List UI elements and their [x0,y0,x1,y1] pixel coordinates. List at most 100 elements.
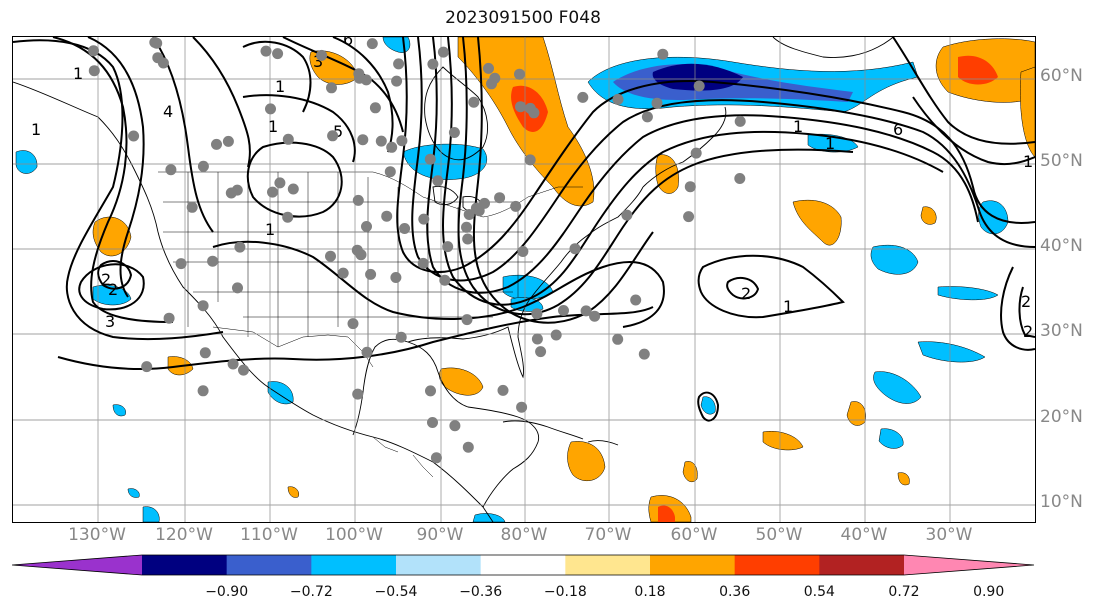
station-dot [287,183,299,195]
station-dot [486,78,497,90]
contour-label: 2 [1023,322,1033,341]
station-dot [514,68,525,80]
station-dot [141,361,153,373]
contour-label: 6 [343,37,353,49]
negative-anomaly-colombia [472,513,506,522]
station-dot [462,233,474,245]
greenland [772,37,894,58]
station-dot [175,258,187,270]
contours [13,37,1035,422]
station-dot [494,192,506,204]
station-dot [282,211,294,223]
negative-anomaly-atlantic-6 [878,428,904,449]
negative-anomaly-pacific-2 [15,150,38,174]
contour-ridge-west-2 [192,37,251,168]
contour-label: 6 [893,120,903,139]
station-dot [683,211,695,223]
station-dot [227,358,239,370]
us-mexico-border [212,326,374,368]
colorbar-tick-label: 0.54 [803,584,835,600]
positive-anomaly-gulf [439,367,484,396]
colorbar-segment [396,555,482,575]
contour-east-atlantic-2 [1018,286,1035,338]
station-dot [425,385,436,397]
contour-label: 1 [268,117,278,136]
station-dot [550,329,562,341]
station-dot [612,333,624,345]
station-dot [361,346,373,358]
latitude-label: 60°N [1040,66,1083,86]
station-dot [325,250,336,262]
latitude-label: 50°N [1040,151,1083,171]
station-dot [651,97,663,109]
longitude-label: 120°W [155,525,213,545]
station-dot [151,37,163,49]
station-dot [316,49,328,61]
station-dot [352,194,364,206]
positive-anomaly-atlantic-2 [846,401,866,426]
colorbar-tick-label: 0.72 [888,584,920,600]
station-dot [391,75,403,87]
longitude-label: 70°W [584,525,632,545]
station-dot [366,38,378,50]
station-dot [439,274,451,286]
station-dot [352,388,364,400]
latitude-label: 30°N [1040,321,1083,341]
station-dot [384,166,396,178]
contour-trough-2 [411,37,1035,282]
latitude-label: 10°N [1040,492,1083,512]
latitude-label: 40°N [1040,236,1083,256]
station-dot [386,141,398,153]
station-dot [207,255,219,267]
contour-label: 1 [265,220,275,239]
station-dot [524,154,536,166]
contour-canada-3 [242,94,356,163]
negative-anomaly-pacific-4 [142,506,160,522]
station-dot [641,111,653,123]
station-dot [361,221,372,232]
station-dot [437,46,449,58]
negative-anomaly-atlantic-4 [917,341,986,363]
station-dot [468,96,480,108]
longitude-label: 80°W [500,525,548,545]
contour-east-atlantic [1000,266,1035,351]
station-dot [535,346,547,358]
station-dot [375,135,387,147]
contour-label: 1 [825,134,835,153]
colorbar-outline [12,554,1035,576]
colorbar [12,554,1035,576]
longitude-label: 50°W [755,525,803,545]
maritime-coast [642,106,727,188]
contour-atlantic-high [697,254,845,319]
station-dot [357,134,369,146]
station-dot [399,223,411,234]
station-dot [381,210,393,222]
cuba [502,420,584,440]
station-dot [231,184,243,196]
contour-label: 1 [31,120,41,139]
positive-anomaly-pacific [92,216,132,257]
strong-positive-northeast [958,55,998,85]
station-dot [461,221,472,233]
colorbar-segment [226,555,312,575]
station-dot [274,177,286,189]
negative-anomaly-atlantic-5 [873,371,922,404]
station-dot [483,62,494,74]
positive-anomaly-atlantic-4 [920,206,937,225]
contour-label: 1 [1023,152,1033,171]
station-dot [88,65,100,77]
hispaniola [587,440,619,446]
station-dot [418,213,430,225]
shaded-anomalies [15,37,1035,522]
station-dot [630,294,642,306]
longitude-label: 30°W [925,525,973,545]
station-dot [515,101,526,113]
strong-positive-venezuela [658,505,675,522]
contour-trough-4 [442,37,944,306]
station-dot [531,308,543,320]
contour-label: 2 [741,284,751,303]
contour-pacific-ridge-2 [52,37,174,323]
contour-atlantic-high-inner [726,276,760,300]
